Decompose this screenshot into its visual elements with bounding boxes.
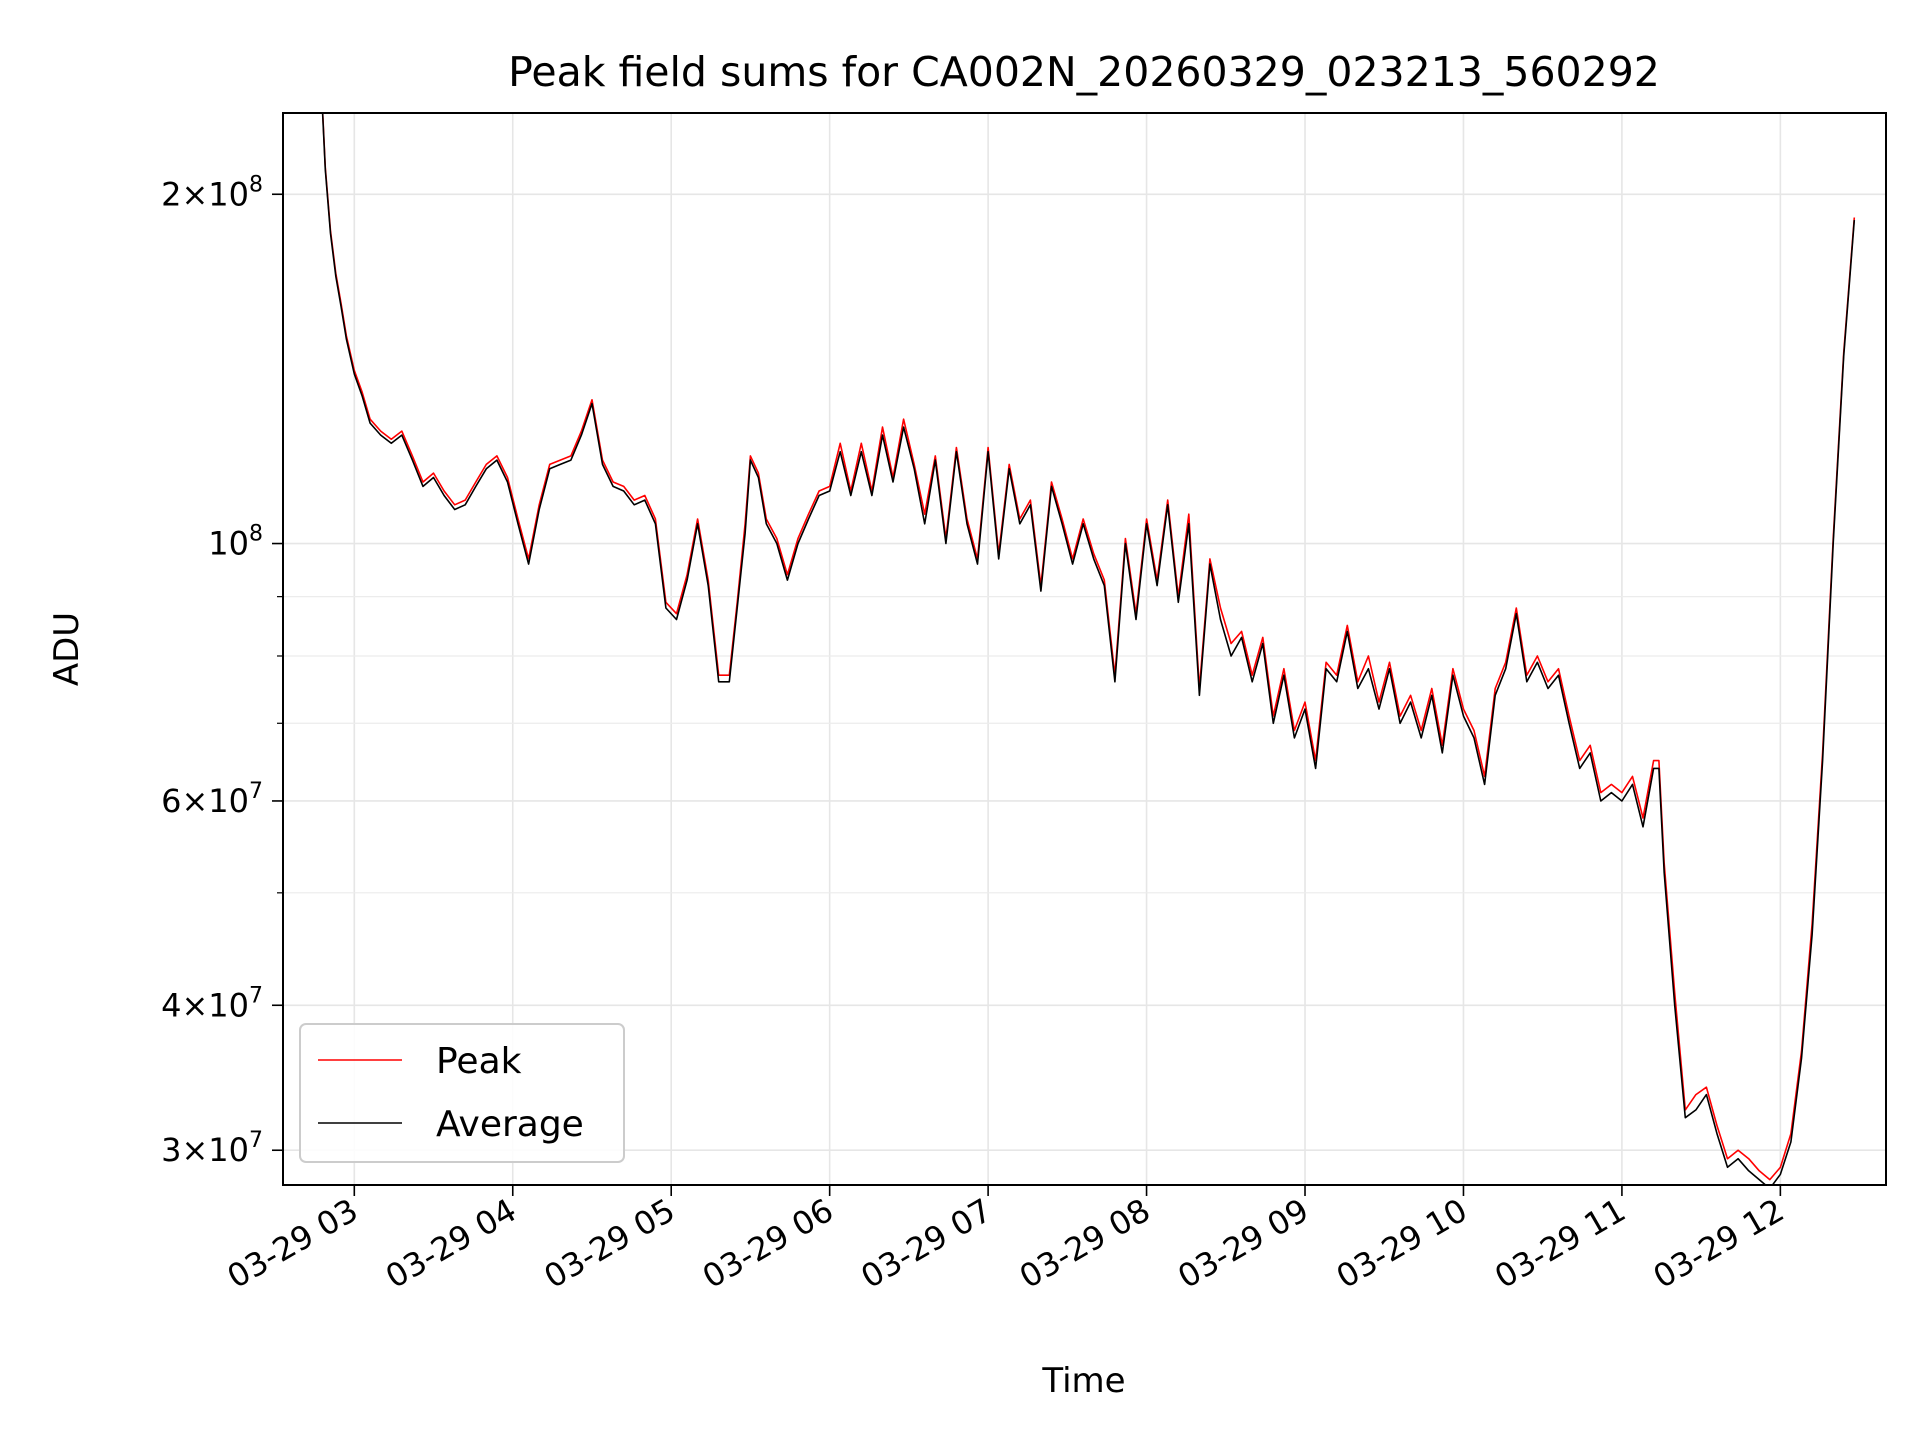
y-tick-label: 4×107 — [161, 983, 263, 1024]
y-tick-label: 3×107 — [161, 1128, 263, 1169]
series-line-average — [321, 113, 1856, 1185]
y-tick-label: 2×108 — [161, 172, 263, 213]
grid — [283, 113, 1886, 1185]
chart-title: Peak field sums for CA002N_20260329_0232… — [508, 48, 1660, 96]
plot-frame — [282, 112, 1887, 1186]
y-axis-label: ADU — [47, 612, 87, 686]
series-layer — [321, 113, 1856, 1185]
legend-label-average: Average — [436, 1104, 584, 1145]
x-axis-label: Time — [1041, 1361, 1125, 1401]
y-tick-label: 6×107 — [161, 779, 263, 820]
series-line-peak — [321, 113, 1856, 1181]
legend-box — [299, 1023, 625, 1163]
legend-label-peak: Peak — [436, 1041, 522, 1082]
y-tick-label: 108 — [208, 522, 263, 563]
legend: Peak Average — [299, 1023, 625, 1163]
y-axis: 3×107 4×107 6×107 108 2×108 — [161, 172, 283, 1169]
